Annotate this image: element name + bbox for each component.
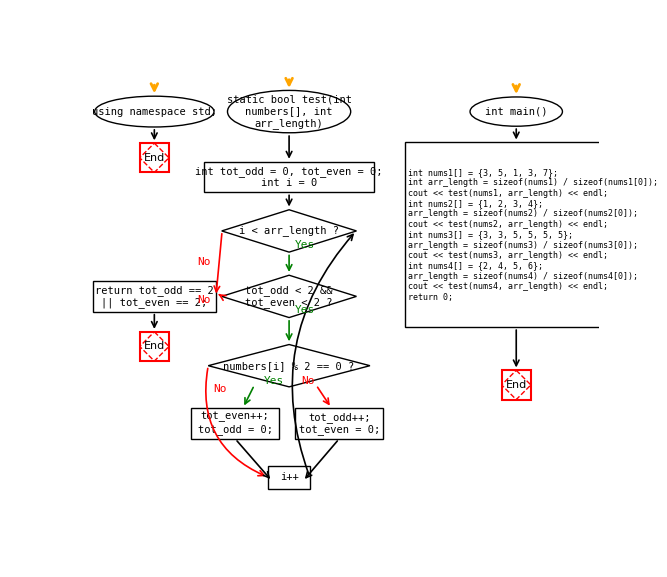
FancyBboxPatch shape bbox=[139, 332, 169, 361]
Text: int main(): int main() bbox=[485, 107, 548, 117]
Text: Yes: Yes bbox=[294, 240, 315, 250]
Text: Yes: Yes bbox=[294, 305, 315, 315]
FancyBboxPatch shape bbox=[204, 162, 374, 193]
Text: Yes: Yes bbox=[263, 376, 284, 386]
Text: numbers[i] % 2 == 0 ?: numbers[i] % 2 == 0 ? bbox=[223, 361, 355, 370]
Text: int tot_odd = 0, tot_even = 0;
int i = 0: int tot_odd = 0, tot_even = 0; int i = 0 bbox=[195, 166, 383, 188]
Text: return tot_odd == 2
|| tot_even == 2;: return tot_odd == 2 || tot_even == 2; bbox=[95, 284, 213, 308]
Text: i++: i++ bbox=[279, 473, 298, 482]
Text: No: No bbox=[301, 376, 315, 386]
Ellipse shape bbox=[227, 91, 351, 133]
Polygon shape bbox=[221, 210, 356, 252]
FancyBboxPatch shape bbox=[139, 143, 169, 173]
Text: End: End bbox=[143, 342, 165, 351]
Polygon shape bbox=[221, 275, 356, 317]
FancyBboxPatch shape bbox=[93, 281, 216, 312]
Text: static bool test(int
numbers[], int
arr_length): static bool test(int numbers[], int arr_… bbox=[227, 95, 352, 129]
Polygon shape bbox=[208, 344, 370, 387]
Text: using namespace std;: using namespace std; bbox=[92, 107, 217, 117]
Text: No: No bbox=[197, 257, 211, 267]
Ellipse shape bbox=[95, 96, 214, 127]
Text: tot_odd < 2 &&
tot_even < 2 ?: tot_odd < 2 && tot_even < 2 ? bbox=[245, 284, 333, 308]
Text: i < arr_length ?: i < arr_length ? bbox=[239, 226, 339, 237]
Text: End: End bbox=[143, 153, 165, 163]
Ellipse shape bbox=[470, 97, 562, 126]
FancyBboxPatch shape bbox=[502, 370, 531, 399]
FancyBboxPatch shape bbox=[295, 408, 384, 439]
Text: End: End bbox=[506, 380, 527, 390]
Text: No: No bbox=[213, 384, 227, 394]
FancyBboxPatch shape bbox=[191, 408, 279, 439]
FancyBboxPatch shape bbox=[268, 466, 310, 489]
Text: tot_even++;
tot_odd = 0;: tot_even++; tot_odd = 0; bbox=[197, 412, 273, 435]
Text: int nums1[] = {3, 5, 1, 3, 7};
int arr_length = sizeof(nums1) / sizeof(nums1[0]): int nums1[] = {3, 5, 1, 3, 7}; int arr_l… bbox=[408, 168, 658, 302]
Text: tot_odd++;
tot_even = 0;: tot_odd++; tot_even = 0; bbox=[299, 412, 380, 435]
FancyBboxPatch shape bbox=[405, 143, 628, 327]
Text: No: No bbox=[197, 295, 211, 305]
